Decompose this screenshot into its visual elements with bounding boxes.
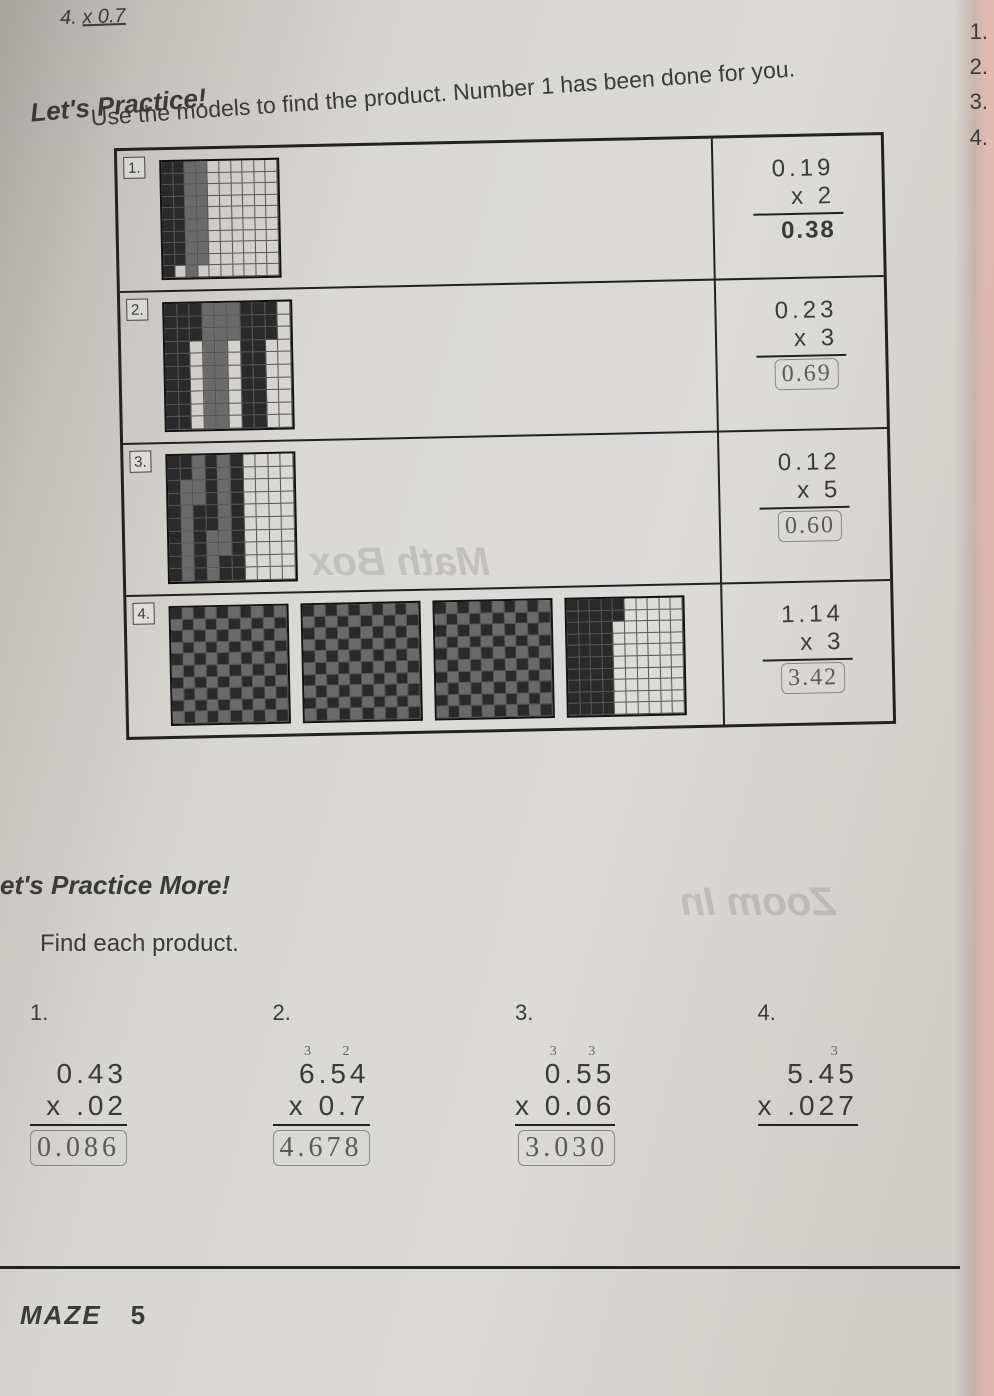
page-edge-shadow bbox=[954, 0, 994, 1396]
multiplicand: 0.23 bbox=[755, 296, 846, 326]
carry-digits bbox=[30, 1044, 127, 1058]
practice-problem: 1. 0.43x .020.086 bbox=[10, 1000, 253, 1166]
product-answer: 0.086 bbox=[30, 1126, 127, 1166]
hundred-grid bbox=[165, 451, 298, 584]
section2-title: et's Practice More! bbox=[0, 870, 230, 901]
problem-number: 3. bbox=[515, 1000, 738, 1026]
multiplier: x 0.7 bbox=[273, 1090, 370, 1126]
carry-digits: 3 2 bbox=[273, 1044, 370, 1058]
row-number: 2. bbox=[126, 298, 148, 320]
margin-number: 3. bbox=[970, 84, 988, 119]
problem-number: 4. bbox=[758, 1000, 981, 1026]
multiplicand: 0.12 bbox=[758, 448, 849, 478]
product-answer: 3.42 bbox=[763, 660, 854, 695]
multiplicand: 6.54 bbox=[273, 1058, 370, 1090]
row-number: 1. bbox=[123, 156, 145, 178]
problem-number: 2. bbox=[273, 1000, 496, 1026]
hundred-grid bbox=[168, 604, 290, 726]
page-footer: MAZE 5 bbox=[20, 1300, 145, 1331]
top-fragment: 4. x 0.7 bbox=[60, 5, 126, 30]
worksheet-page: 4. x 0.7 1. 2. 3. 4. Let's Practice! Use… bbox=[0, 0, 994, 1396]
multiplicand: 1.14 bbox=[762, 600, 853, 630]
fragment-expr: x 0.7 bbox=[82, 5, 126, 28]
multiplicand: 5.45 bbox=[758, 1058, 858, 1090]
bleed-through-text: Zoom In bbox=[680, 880, 836, 925]
margin-number-list: 1. 2. 3. 4. bbox=[970, 14, 988, 155]
calc-cell: 1.14x 33.42 bbox=[720, 581, 893, 725]
model-cell: 2. bbox=[120, 281, 717, 443]
multiplier: x .027 bbox=[758, 1090, 858, 1126]
carry-digits: 3 3 bbox=[515, 1044, 615, 1058]
margin-number: 1. bbox=[970, 14, 988, 49]
row-number: 4. bbox=[132, 602, 154, 624]
product-answer: 3.030 bbox=[515, 1126, 615, 1166]
margin-number: 2. bbox=[970, 49, 988, 84]
calc-cell: 0.19x 20.38 bbox=[711, 135, 884, 279]
model-cell: 4. bbox=[126, 585, 723, 737]
section2-instruction: Find each product. bbox=[40, 930, 239, 958]
model-cell: 1. bbox=[117, 139, 714, 291]
practice-problem: 4. 35.45x .027 bbox=[738, 1000, 981, 1166]
vertical-calc: 35.45x .027 bbox=[758, 1044, 858, 1130]
carry-digits: 3 bbox=[758, 1044, 858, 1058]
multiplicand: 0.19 bbox=[752, 154, 843, 184]
vertical-calc: 0.43x .020.086 bbox=[30, 1044, 127, 1166]
multiplicand: 0.43 bbox=[30, 1058, 127, 1090]
hundred-grid bbox=[432, 598, 554, 720]
vertical-calc: 3 26.54x 0.74.678 bbox=[273, 1044, 370, 1166]
model-cell: 3. bbox=[123, 433, 720, 595]
problem-number: 1. bbox=[30, 1000, 253, 1026]
multiplier: x 2 bbox=[753, 182, 844, 216]
table-row: 1. 0.19x 20.38 bbox=[117, 135, 884, 293]
product-answer: 0.60 bbox=[760, 508, 851, 543]
models-table: 1.0.19x 20.382.0.23x 30.693.0.12x 50.604… bbox=[114, 132, 896, 740]
multiplier: x 3 bbox=[756, 324, 847, 358]
multiplier: x 5 bbox=[759, 476, 850, 510]
margin-number: 4. bbox=[970, 120, 988, 155]
row-number: 3. bbox=[129, 450, 151, 472]
footer-page: 5 bbox=[131, 1300, 145, 1330]
multiplicand: 0.55 bbox=[515, 1058, 615, 1090]
table-row: 2. 0.23x 30.69 bbox=[120, 277, 887, 445]
table-row: 4. 1.14x 33.42 bbox=[126, 581, 893, 737]
footer-divider bbox=[0, 1266, 960, 1269]
multiplier: x 0.06 bbox=[515, 1090, 615, 1126]
hundred-grid bbox=[564, 595, 686, 717]
problems-row: 1. 0.43x .020.086 2. 3 26.54x 0.74.678 3. 3 3… bbox=[10, 1000, 980, 1166]
hundred-grid bbox=[162, 299, 295, 432]
hundred-grid bbox=[159, 158, 281, 280]
table-row: 3. 0.12x 50.60 bbox=[123, 429, 890, 597]
calc-cell: 0.12x 50.60 bbox=[717, 429, 890, 583]
product-answer bbox=[758, 1126, 858, 1130]
multiplier: x .02 bbox=[30, 1090, 127, 1126]
calc-cell: 0.23x 30.69 bbox=[714, 277, 887, 431]
practice-problem: 2. 3 26.54x 0.74.678 bbox=[253, 1000, 496, 1166]
hundred-grid bbox=[300, 601, 422, 723]
vertical-calc: 3 30.55x 0.063.030 bbox=[515, 1044, 615, 1166]
footer-label: MAZE bbox=[20, 1300, 102, 1330]
product-answer: 4.678 bbox=[273, 1126, 370, 1166]
product-answer: 0.38 bbox=[753, 214, 844, 246]
product-answer: 0.69 bbox=[756, 356, 847, 391]
multiplier: x 3 bbox=[762, 628, 853, 662]
practice-problem: 3. 3 30.55x 0.063.030 bbox=[495, 1000, 738, 1166]
fragment-num: 4. bbox=[60, 7, 77, 30]
